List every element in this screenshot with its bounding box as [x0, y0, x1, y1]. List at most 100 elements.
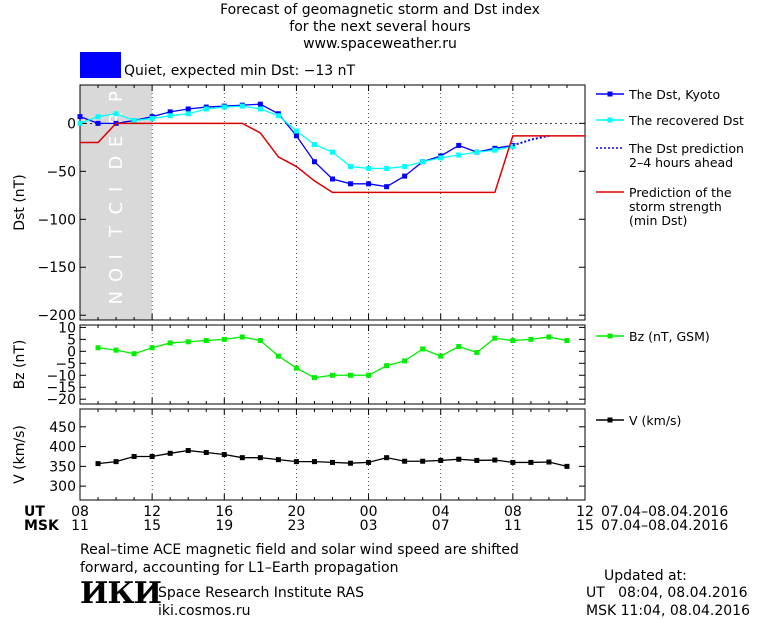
data-point	[384, 165, 390, 171]
data-point	[492, 335, 498, 341]
data-point	[293, 128, 299, 134]
x-tick-label-ut: 04	[432, 504, 450, 520]
x-axis-ut-date-range: 07.04–08.04.2016	[601, 504, 729, 520]
y-tick-label: 300	[49, 479, 76, 495]
data-point	[492, 457, 498, 463]
status-text: Quiet, expected min Dst: −13 nT	[124, 63, 356, 79]
data-point	[293, 133, 299, 139]
data-point	[293, 459, 299, 465]
data-point	[131, 117, 137, 123]
data-point	[366, 181, 372, 187]
legend-entry-line2: storm strength	[629, 199, 722, 214]
data-point	[131, 453, 137, 459]
data-point	[366, 459, 372, 465]
y-tick-label: −200	[38, 308, 76, 324]
title-line-3: www.spaceweather.ru	[303, 36, 457, 52]
prediction-label-letter: O	[106, 268, 127, 282]
data-point	[275, 353, 281, 359]
data-point	[185, 111, 191, 117]
data-point	[257, 455, 263, 461]
prediction-label-letter: N	[106, 291, 127, 304]
data-point	[167, 450, 173, 456]
data-point	[330, 372, 335, 378]
data-point	[330, 459, 335, 465]
data-point	[167, 340, 173, 346]
data-point	[564, 463, 570, 469]
y-tick-label: 0	[67, 344, 76, 360]
x-axis-msk-label: MSK	[24, 518, 59, 534]
data-point	[95, 114, 101, 120]
prediction-label-letter: P	[106, 91, 127, 102]
data-point	[456, 152, 462, 158]
data-point	[348, 460, 354, 466]
data-point	[438, 155, 444, 161]
data-point	[348, 181, 354, 187]
data-point	[221, 452, 227, 457]
data-point	[528, 459, 534, 465]
y-tick-label: 10	[58, 320, 76, 336]
y-tick-label: −15	[46, 380, 76, 396]
updated-msk: MSK 11:04, 08.04.2016	[586, 603, 751, 619]
data-point	[348, 164, 354, 170]
data-point	[275, 457, 281, 463]
data-point	[239, 103, 245, 109]
y-tick-label: −150	[38, 260, 76, 276]
data-point	[456, 456, 462, 462]
legend-marker	[607, 91, 613, 97]
data-point	[402, 164, 408, 170]
institute-name: Space Research Institute RAS	[158, 585, 364, 601]
legend-entry-line2: 2–4 hours ahead	[629, 155, 733, 170]
x-tick-label-ut: 12	[143, 504, 161, 520]
series-line	[80, 122, 585, 194]
data-point	[456, 344, 462, 350]
y-tick-label: 400	[49, 440, 76, 456]
y-axis-label: Dst (nT)	[12, 174, 28, 230]
data-point	[203, 106, 209, 112]
data-point	[185, 106, 191, 112]
legend-entry: Bz (nT, GSM)	[629, 329, 710, 344]
updated-ut: UT 08:04, 08.04.2016	[586, 585, 748, 601]
x-tick-label-msk: 19	[215, 518, 233, 534]
prediction-label-letter: D	[106, 156, 127, 170]
chart-title: Forecast of geomagnetic storm and Dst in…	[0, 2, 760, 53]
data-point	[438, 353, 444, 359]
data-point	[564, 338, 570, 344]
propagation-note: Real–time ACE magnetic field and solar w…	[80, 541, 519, 577]
data-point	[510, 143, 516, 149]
data-point	[474, 350, 480, 356]
data-point	[366, 372, 372, 378]
x-tick-label-msk: 07	[432, 518, 450, 534]
data-point	[257, 101, 263, 107]
y-tick-label: −50	[46, 164, 76, 180]
x-tick-label-ut: 00	[360, 504, 378, 520]
legend-entry: The Dst prediction	[628, 141, 744, 156]
legend-entry: Prediction of the	[629, 185, 732, 200]
data-point	[77, 114, 83, 120]
legend-marker	[607, 417, 613, 423]
title-line-2: for the next several hours	[289, 19, 471, 35]
data-point	[546, 334, 552, 340]
y-axis-label: Bz (nT)	[12, 340, 28, 390]
panel-bz: Bz (nT)	[12, 324, 624, 405]
data-point	[438, 457, 444, 463]
prediction-label-letter: I	[106, 254, 127, 259]
updated-heading: Updated at:	[604, 568, 687, 584]
data-point	[528, 336, 534, 342]
y-tick-label: 5	[67, 332, 76, 348]
panel-frame	[79, 324, 586, 405]
legend-marker	[607, 117, 613, 123]
legend-entry: The recovered Dst	[628, 113, 744, 128]
data-point	[348, 372, 354, 378]
data-point	[510, 338, 516, 344]
x-tick-label-msk: 23	[288, 518, 306, 534]
x-tick-label-msk: 03	[360, 518, 378, 534]
data-point	[402, 173, 408, 179]
y-tick-label: −20	[46, 392, 76, 408]
institute-url[interactable]: iki.cosmos.ru	[158, 603, 251, 619]
data-point	[113, 459, 119, 465]
data-point	[113, 111, 119, 117]
data-point	[420, 159, 426, 165]
y-tick-label: 450	[49, 420, 76, 436]
x-tick-label-msk: 15	[143, 518, 161, 534]
